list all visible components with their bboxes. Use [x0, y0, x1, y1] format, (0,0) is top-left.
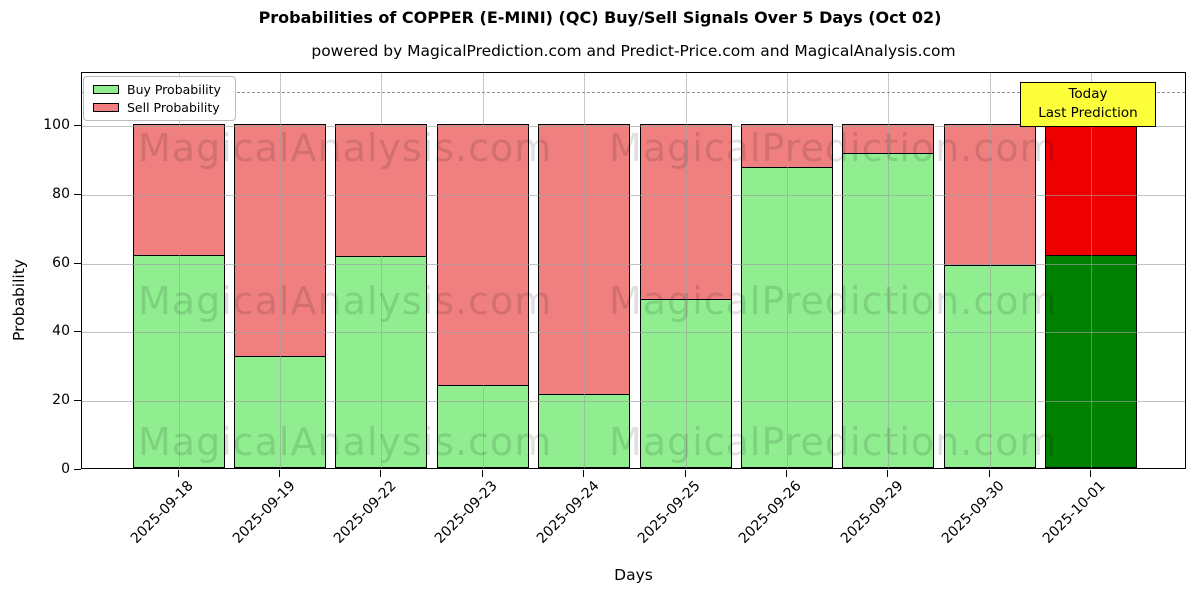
x-tick-label: 2025-09-30 — [938, 478, 1008, 547]
y-tick-label: 40 — [52, 323, 70, 340]
watermark-right: MagicalPrediction.com — [609, 279, 1058, 323]
dashed-upper-line — [82, 91, 1185, 93]
x-tick-mark — [684, 470, 686, 477]
x-gridline — [482, 73, 484, 468]
x-tick-mark — [887, 470, 889, 477]
legend-swatch-buy — [93, 85, 119, 94]
x-tick-label: 2025-10-01 — [1040, 478, 1110, 547]
watermark-right: MagicalPrediction.com — [609, 420, 1058, 464]
x-tick-label: 2025-09-19 — [229, 478, 299, 547]
chart-subtitle: powered by MagicalPrediction.com and Pre… — [311, 42, 956, 60]
x-gridline — [888, 73, 890, 468]
x-tick-mark — [279, 470, 280, 477]
x-axis-label: Days — [614, 566, 653, 584]
y-tick-mark — [74, 400, 81, 402]
y-tick-mark — [74, 125, 81, 126]
x-tick-mark — [785, 470, 787, 477]
watermark-left: MagicalAnalysis.com — [138, 126, 553, 170]
y-tick-label: 20 — [52, 392, 70, 409]
today-last-prediction-box: Today Last Prediction — [1020, 82, 1156, 127]
watermark-left: MagicalAnalysis.com — [138, 420, 553, 464]
x-tick-mark — [177, 470, 179, 477]
y-axis-label: Probability — [10, 259, 28, 341]
watermark-right: MagicalPrediction.com — [609, 126, 1058, 170]
legend-row-sell: Sell Probability — [93, 100, 235, 115]
x-tick-label: 2025-09-25 — [634, 478, 704, 547]
y-tick-mark — [74, 193, 81, 195]
x-gridline — [381, 73, 383, 468]
y-gridline — [82, 126, 1185, 127]
y-gridline — [82, 194, 1185, 196]
legend-row-buy: Buy Probability — [93, 82, 235, 97]
x-tick-label: 2025-09-18 — [128, 478, 198, 547]
x-gridline — [685, 73, 687, 468]
x-tick-mark — [481, 470, 483, 477]
legend-swatch-sell — [93, 103, 119, 112]
x-gridline — [989, 73, 991, 468]
x-tick-label: 2025-09-23 — [432, 478, 502, 547]
y-tick-label: 80 — [52, 185, 70, 202]
y-tick-label: 100 — [43, 117, 70, 133]
watermark-left: MagicalAnalysis.com — [138, 279, 553, 323]
x-gridline — [786, 73, 788, 468]
x-gridline — [1090, 73, 1092, 468]
x-gridline — [178, 73, 180, 468]
x-tick-label: 2025-09-24 — [533, 478, 603, 547]
legend: Buy Probability Sell Probability — [83, 76, 236, 121]
x-tick-label: 2025-09-29 — [837, 478, 907, 547]
y-gridline — [82, 332, 1185, 334]
y-tick-label: 0 — [61, 461, 70, 477]
y-tick-mark — [74, 469, 81, 470]
x-tick-mark — [1089, 470, 1091, 477]
x-tick-mark — [988, 470, 990, 477]
annotation-line-2: Last Prediction — [1038, 105, 1138, 121]
y-tick-label: 60 — [52, 254, 70, 271]
y-tick-mark — [74, 331, 81, 333]
y-gridline — [82, 263, 1185, 265]
x-tick-label: 2025-09-22 — [330, 478, 400, 547]
x-tick-label: 2025-09-26 — [736, 478, 806, 547]
x-tick-mark — [583, 470, 585, 477]
legend-label-buy: Buy Probability — [127, 82, 221, 97]
x-gridline — [584, 73, 586, 468]
y-tick-mark — [74, 262, 81, 264]
legend-label-sell: Sell Probability — [127, 100, 220, 115]
chart-title: Probabilities of COPPER (E-MINI) (QC) Bu… — [258, 8, 942, 27]
x-gridline — [280, 73, 282, 468]
plot-area: MagicalAnalysis.com MagicalPrediction.com… — [81, 72, 1186, 469]
annotation-line-1: Today — [1068, 86, 1108, 102]
y-gridline — [82, 401, 1185, 403]
x-tick-mark — [380, 470, 382, 477]
